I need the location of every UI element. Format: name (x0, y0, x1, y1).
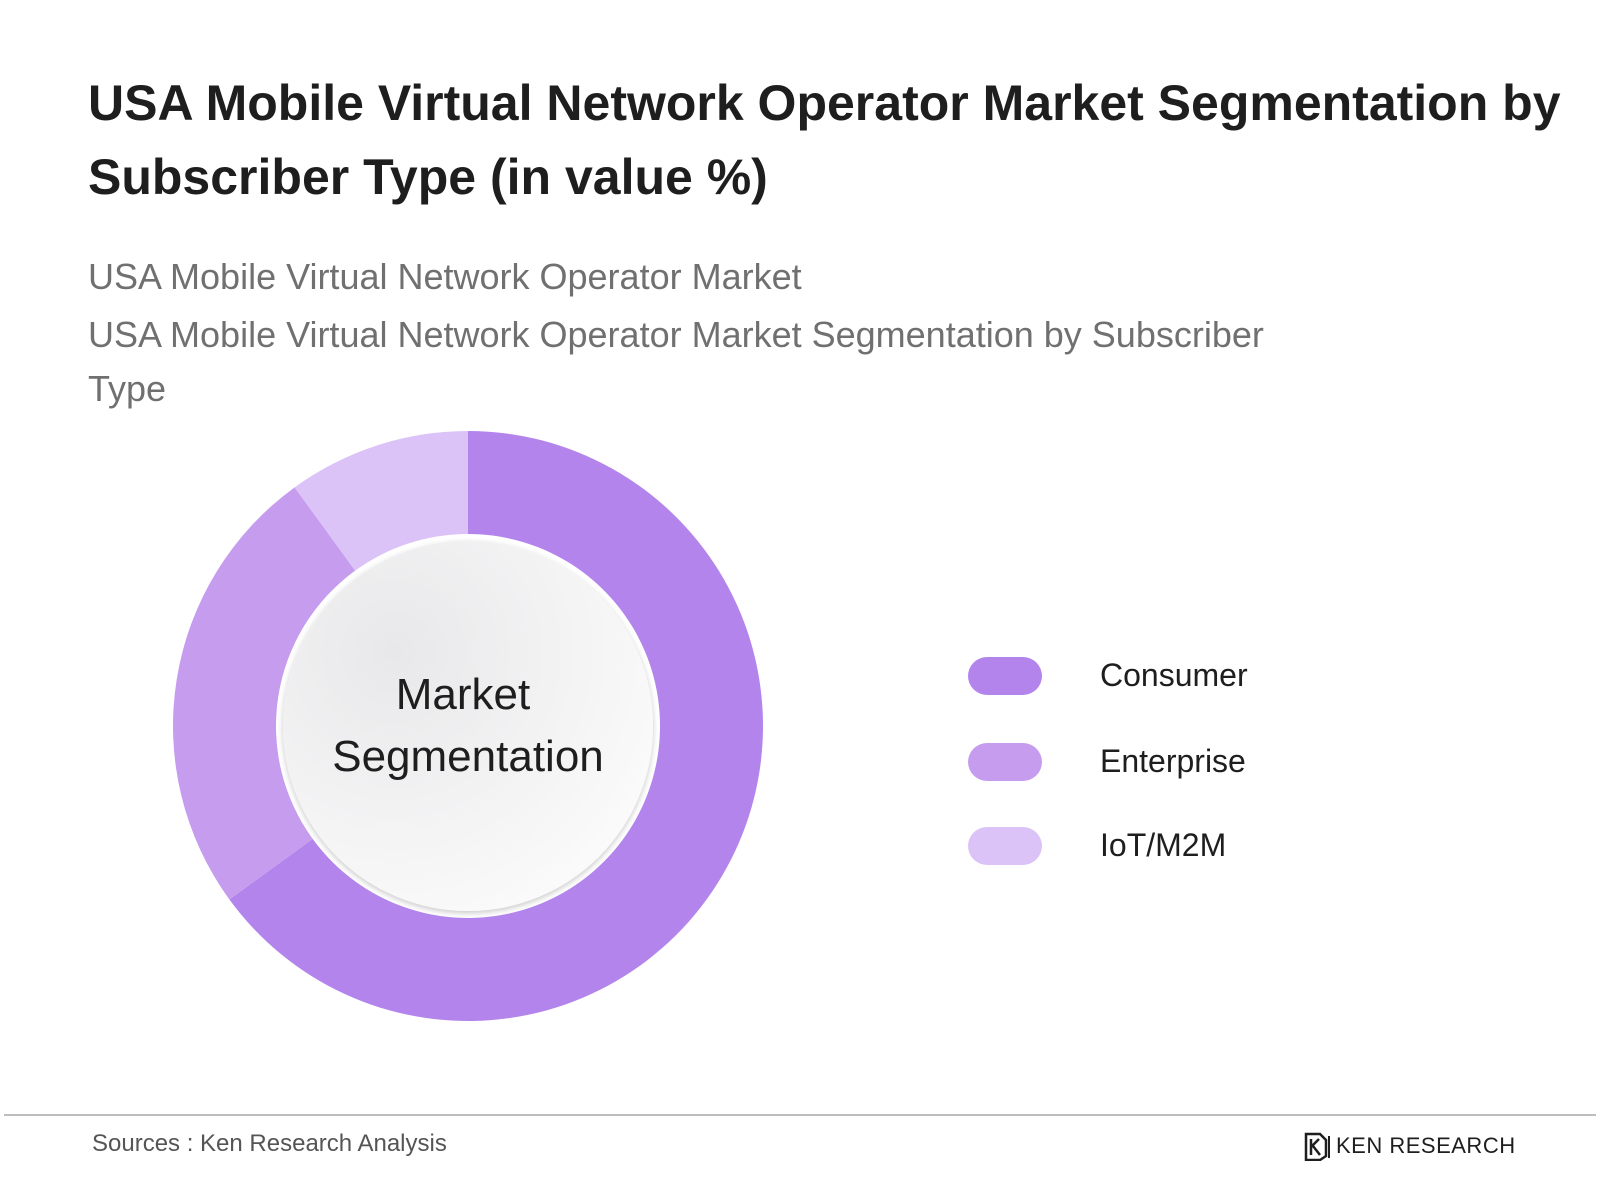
legend-swatch-iot-m2m (968, 827, 1042, 865)
legend-swatch-enterprise (968, 743, 1042, 781)
legend-item-enterprise: Enterprise (968, 741, 1368, 781)
legend-item-consumer: Consumer (968, 655, 1368, 695)
sources-note: Sources : Ken Research Analysis (92, 1130, 447, 1157)
donut-slice-enterprise (173, 487, 356, 900)
donut-slice-iot-m2m (294, 431, 468, 571)
footer-divider (4, 1114, 1596, 1116)
chart-title: USA Mobile Virtual Network Operator Mark… (88, 75, 1561, 205)
donut-slices (173, 431, 763, 1022)
ken-research-logo-icon (1304, 1132, 1330, 1161)
ken-research-logo: KEN RESEARCH (1304, 1131, 1544, 1161)
ken-research-logo-text: KEN RESEARCH (1336, 1133, 1516, 1158)
donut-center-circle (283, 541, 653, 911)
legend-item-iot-m2m: IoT/M2M (968, 825, 1368, 865)
legend-label-iot-m2m: IoT/M2M (1100, 827, 1227, 863)
donut-slice-consumer (229, 431, 763, 1022)
legend-label-consumer: Consumer (1100, 657, 1248, 693)
chart-subtitle-segmentation: USA Mobile Virtual Network Operator Mark… (88, 314, 1264, 409)
donut-center-label-line2: Segmentation (332, 732, 604, 781)
donut-center-label-line1: Market (396, 670, 530, 719)
chart-subtitle-market: USA Mobile Virtual Network Operator Mark… (88, 256, 802, 297)
legend-label-enterprise: Enterprise (1100, 743, 1246, 779)
legend-swatch-consumer (968, 657, 1042, 695)
